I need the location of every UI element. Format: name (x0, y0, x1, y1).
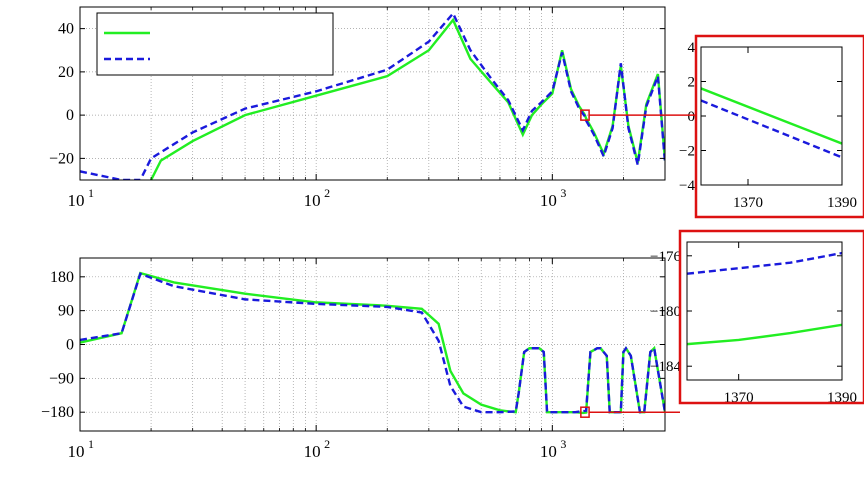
zoom-outer-frame-1 (680, 231, 864, 403)
legend (97, 13, 333, 75)
zoom-outer-frame-0 (696, 36, 864, 217)
x-tick-label: 10 (304, 442, 321, 461)
y-tick-label: 0 (66, 107, 74, 124)
x-tick-label: 10 (68, 191, 85, 210)
x-tick-label: 10 (68, 442, 85, 461)
y-tick-label: −180 (41, 404, 74, 421)
x-tick-exponent: 1 (88, 186, 94, 200)
series-line-low-bw-chart-1 (80, 274, 665, 412)
y-tick-label: 40 (58, 21, 74, 38)
x-tick-exponent: 1 (88, 437, 94, 451)
x-tick-exponent: 2 (324, 437, 330, 451)
y-tick-label: −20 (49, 150, 74, 167)
y-tick-label: 20 (58, 64, 74, 81)
x-tick-exponent: 2 (324, 186, 330, 200)
series-line-low-bw-chart-2 (701, 100, 842, 157)
y-tick-label: 180 (50, 269, 74, 286)
x-tick-label: 1390 (827, 195, 857, 211)
x-tick-label: 1370 (733, 195, 763, 211)
x-tick-exponent: 3 (560, 437, 566, 451)
x-tick-label: 10 (540, 442, 557, 461)
y-tick-label: −90 (49, 370, 74, 387)
plot-frame-3 (687, 242, 842, 380)
series-line-high-bw-chart-2 (701, 88, 842, 143)
y-tick-label: 0 (688, 109, 696, 125)
y-tick-label: 2 (688, 75, 696, 91)
x-tick-label: 10 (304, 191, 321, 210)
y-tick-label: −176 (650, 249, 681, 265)
y-tick-label: 90 (58, 303, 74, 320)
y-tick-label: 0 (66, 337, 74, 354)
y-tick-label: −2 (679, 144, 695, 160)
series-line-high-bw-chart-1 (80, 273, 665, 413)
series-line-low-bw-chart-3 (687, 253, 842, 274)
y-tick-label: 4 (688, 40, 696, 56)
series-line-high-bw-chart-3 (687, 325, 842, 344)
x-tick-exponent: 3 (560, 186, 566, 200)
legend-box (97, 13, 333, 75)
y-tick-label: −180 (650, 304, 681, 320)
x-tick-label: 10 (540, 191, 557, 210)
y-tick-label: −4 (679, 178, 695, 194)
y-tick-label: −184 (650, 359, 681, 375)
